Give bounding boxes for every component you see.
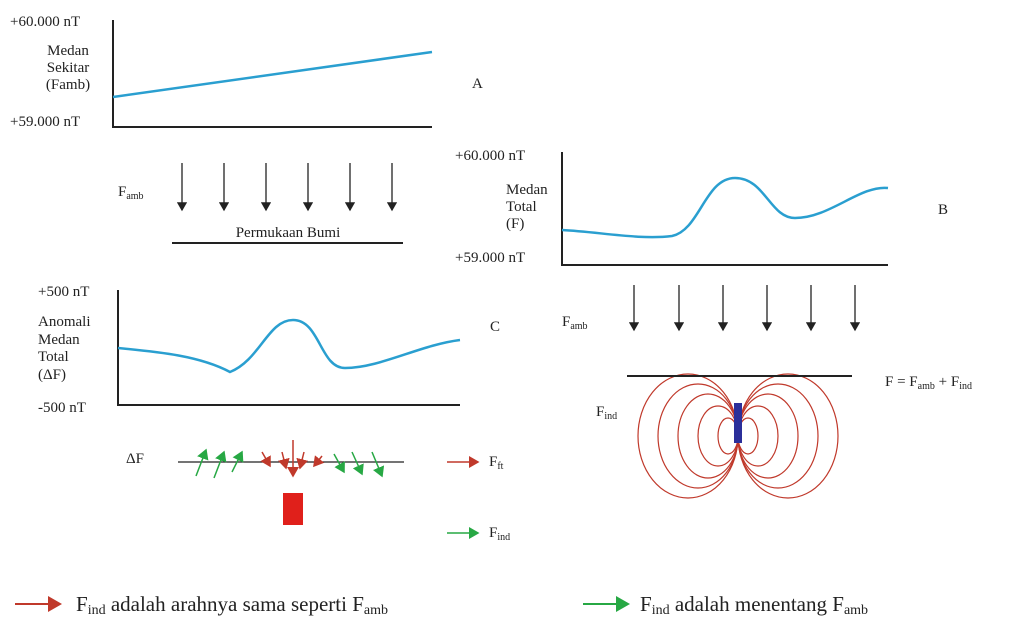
arrow xyxy=(333,453,345,474)
footer: Find adalah arahnya sama seperti Famb Fi… xyxy=(15,592,868,618)
field-label: Famb xyxy=(118,184,144,202)
footer-text: Find adalah menentang Famb xyxy=(640,592,868,618)
eq-sub: ind xyxy=(959,381,972,392)
panel-letter: A xyxy=(472,76,483,92)
panel-letter: C xyxy=(490,319,500,335)
y-label: Total xyxy=(38,349,69,365)
sub: amb xyxy=(364,603,388,618)
part: adalah arahnya sama seperti F xyxy=(106,592,364,616)
y-label: Medan xyxy=(506,182,548,198)
eq-part: + F xyxy=(935,374,959,390)
y-bottom: +59.000 nT xyxy=(455,250,525,266)
arrow xyxy=(260,451,271,468)
base: F xyxy=(489,525,497,541)
footer-text: Find adalah arahnya sama seperti Famb xyxy=(76,592,388,618)
y-bottom: +59.000 nT xyxy=(10,114,80,130)
arrow xyxy=(277,451,290,470)
dipole-field xyxy=(637,373,839,499)
sub: amb xyxy=(126,191,143,202)
y-top: +60.000 nT xyxy=(10,14,80,30)
legend-label: Fft xyxy=(489,454,504,472)
sub: ind xyxy=(88,603,106,618)
arrow xyxy=(296,451,309,470)
y-top: +500 nT xyxy=(38,284,89,300)
legend-label: Find xyxy=(489,525,510,543)
equation: F = Famb + Find xyxy=(885,374,972,392)
y-label: (ΔF) xyxy=(38,367,66,383)
part: F xyxy=(640,592,652,616)
y-label: Total xyxy=(506,199,537,215)
y-label: (Famb) xyxy=(46,77,90,93)
y-bottom: -500 nT xyxy=(38,400,86,416)
arrow xyxy=(231,450,244,473)
surface-label: Permukaan Bumi xyxy=(236,225,341,241)
magnetic-body xyxy=(734,403,742,443)
axes xyxy=(117,290,460,406)
part: F xyxy=(76,592,88,616)
panel-a: +60.000 nT Medan Sekitar (Famb) +59.000 … xyxy=(10,14,483,244)
arrow xyxy=(313,455,325,468)
base: F xyxy=(596,404,604,420)
sub: ind xyxy=(604,411,617,422)
delta-label: ΔF xyxy=(126,451,144,467)
y-label: (F) xyxy=(506,216,524,232)
sub: ft xyxy=(497,461,503,472)
induced-label: Find xyxy=(596,404,617,422)
y-label: Sekitar xyxy=(47,60,90,76)
sub: amb xyxy=(570,321,587,332)
y-label: Anomali xyxy=(38,314,91,330)
y-label: Medan xyxy=(47,43,89,59)
axes xyxy=(112,20,432,128)
axes xyxy=(561,152,888,266)
arrow xyxy=(351,451,364,476)
panel-b: +60.000 nT Medan Total (F) +59.000 nT B … xyxy=(455,148,972,499)
sub: ind xyxy=(652,603,670,618)
part: adalah menentang F xyxy=(670,592,844,616)
eq-sub: amb xyxy=(918,381,935,392)
y-label: Medan xyxy=(38,332,80,348)
base: F xyxy=(562,314,570,330)
magnetic-body xyxy=(283,493,303,525)
panel-c: +500 nT Anomali Medan Total (ΔF) -500 nT… xyxy=(38,284,510,543)
field-label: Famb xyxy=(562,314,588,332)
eq-part: F = F xyxy=(885,374,918,390)
arrow xyxy=(371,451,385,478)
ambient-line xyxy=(112,50,433,99)
vector-arrows xyxy=(195,440,385,479)
anomaly-curve xyxy=(117,318,461,374)
base: F xyxy=(118,184,126,200)
sub: amb xyxy=(844,603,868,618)
panel-letter: B xyxy=(938,202,948,218)
sub: ind xyxy=(497,532,510,543)
y-top: +60.000 nT xyxy=(455,148,525,164)
arrow xyxy=(195,448,209,477)
base: F xyxy=(489,454,497,470)
arrow xyxy=(213,450,227,479)
total-field-curve xyxy=(561,176,889,239)
